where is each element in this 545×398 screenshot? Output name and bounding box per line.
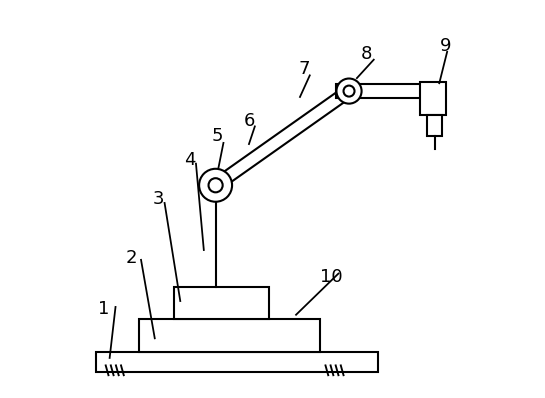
Text: 5: 5 — [212, 127, 223, 145]
Text: 8: 8 — [361, 45, 372, 63]
Bar — [336, 84, 435, 98]
Bar — [139, 319, 319, 352]
Text: 4: 4 — [184, 151, 196, 169]
Text: 2: 2 — [125, 249, 137, 267]
Text: 10: 10 — [320, 269, 343, 287]
Circle shape — [343, 86, 354, 97]
Bar — [427, 115, 443, 136]
Text: 9: 9 — [439, 37, 451, 55]
Circle shape — [199, 169, 232, 202]
Bar — [420, 82, 446, 115]
Text: 7: 7 — [298, 60, 310, 78]
Text: 1: 1 — [98, 300, 110, 318]
Text: 3: 3 — [153, 190, 165, 208]
Bar — [174, 287, 269, 319]
Bar — [96, 352, 378, 372]
Text: 6: 6 — [243, 111, 255, 129]
Circle shape — [209, 178, 223, 192]
Circle shape — [336, 78, 361, 103]
